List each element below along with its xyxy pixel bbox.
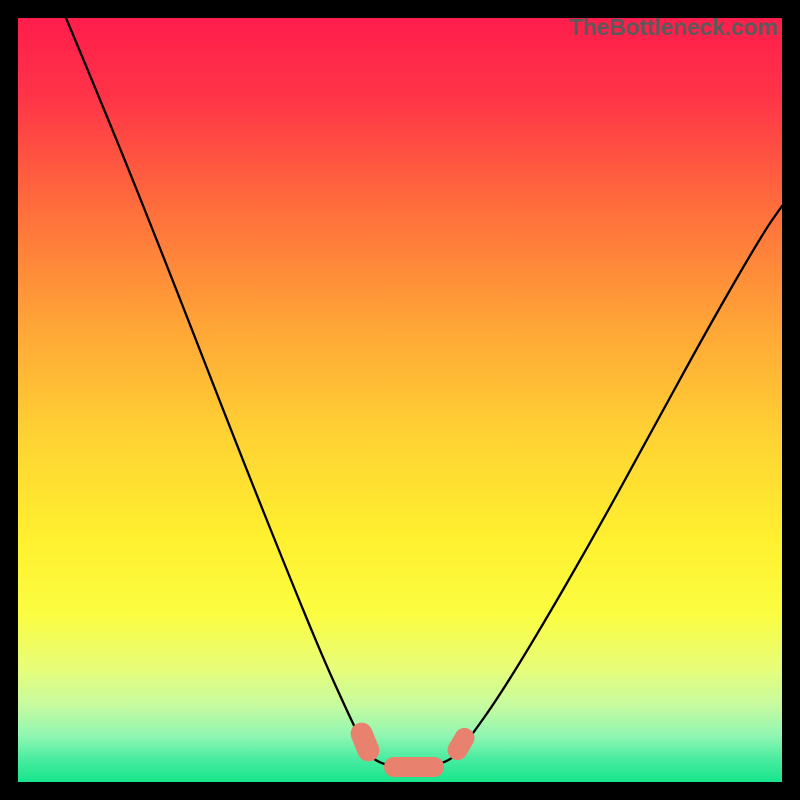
floor-marker — [384, 757, 444, 777]
valley-curve-layer — [18, 18, 782, 782]
bottleneck-curve — [66, 18, 782, 768]
plot-area — [18, 18, 782, 782]
watermark: TheBottleneck.com — [569, 14, 778, 41]
